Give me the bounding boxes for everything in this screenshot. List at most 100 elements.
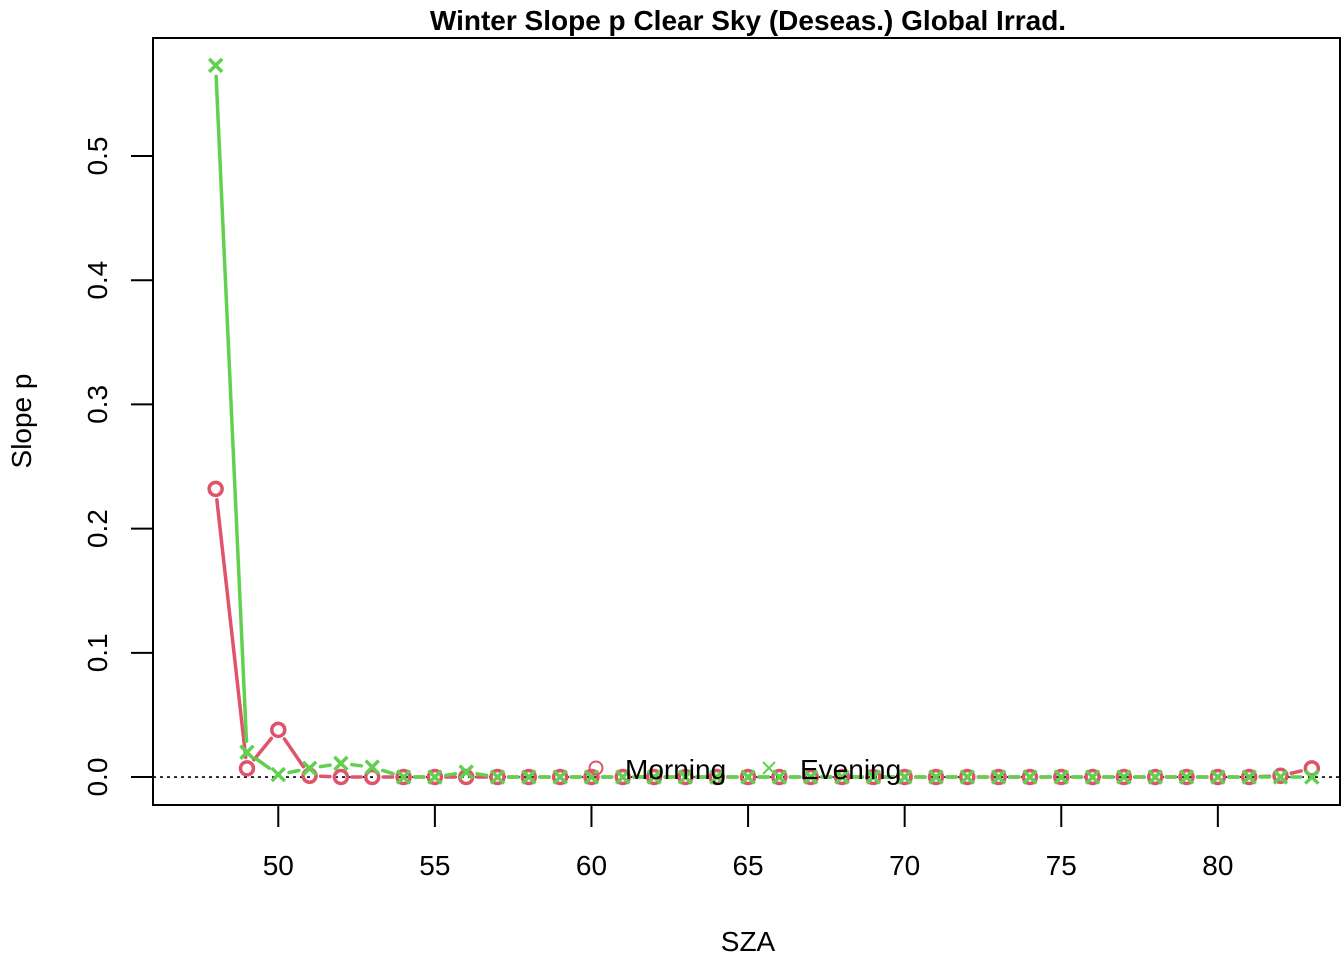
series-morning-point bbox=[551, 768, 569, 786]
x-axis: 50 55 60 65 70 75 80 bbox=[263, 804, 1233, 881]
series-evening-point bbox=[802, 769, 819, 785]
x-tick-label: 55 bbox=[419, 850, 450, 881]
series-evening-point bbox=[521, 769, 537, 785]
plot-frame bbox=[152, 37, 1341, 806]
series-evening-point bbox=[959, 769, 976, 785]
series-evening-point bbox=[896, 769, 913, 785]
series-morning-point bbox=[896, 768, 913, 786]
series-morning-point bbox=[708, 768, 725, 786]
series-evening-segment bbox=[443, 772, 458, 778]
series-morning-point bbox=[1146, 768, 1164, 786]
legend-evening-marker bbox=[762, 761, 776, 775]
series-evening-point bbox=[458, 764, 474, 780]
x-tick-label: 50 bbox=[263, 850, 294, 881]
chart-title: Winter Slope p Clear Sky (Deseas.) Globa… bbox=[430, 5, 1066, 36]
series-morning-point bbox=[677, 768, 694, 786]
series-evening-segment bbox=[380, 768, 395, 776]
series-morning-point bbox=[395, 768, 412, 786]
y-tick-label: 0.5 bbox=[82, 137, 113, 176]
series-evening-point bbox=[395, 769, 412, 785]
series-evening-point bbox=[239, 744, 255, 760]
series-morning-point bbox=[739, 768, 757, 786]
series-evening-point bbox=[333, 755, 349, 772]
legend-evening: Evening bbox=[762, 754, 901, 785]
x-tick-label: 65 bbox=[732, 850, 763, 881]
x-tick-label: 80 bbox=[1202, 850, 1233, 881]
series-evening-point bbox=[646, 769, 662, 785]
series-evening bbox=[207, 57, 1320, 785]
series-evening-point bbox=[740, 769, 756, 785]
series-evening-point bbox=[489, 769, 506, 785]
series-evening-point bbox=[1116, 769, 1132, 785]
series-morning-point bbox=[833, 768, 851, 786]
y-tick-label: 0.0 bbox=[82, 758, 113, 797]
series-morning-point bbox=[645, 768, 663, 786]
series-morning-point bbox=[1084, 768, 1101, 786]
series-morning-point bbox=[1240, 768, 1258, 786]
series-evening-point bbox=[207, 57, 224, 74]
series-morning-point bbox=[1115, 768, 1133, 786]
series-evening-segment bbox=[475, 772, 489, 778]
series-evening-point bbox=[615, 769, 631, 785]
series-evening-segment bbox=[214, 74, 249, 743]
y-tick-label: 0.2 bbox=[82, 509, 113, 548]
series-morning-point bbox=[1021, 768, 1039, 786]
y-axis: 0.0 0.1 0.2 0.3 0.4 0.5 bbox=[82, 137, 154, 797]
series-evening-segment bbox=[350, 762, 364, 768]
series-morning-point bbox=[865, 768, 882, 786]
legend-evening-label: Evening bbox=[800, 754, 901, 785]
series-morning-point bbox=[238, 760, 256, 777]
series-morning-point bbox=[270, 721, 287, 739]
series-morning-segment bbox=[215, 498, 248, 760]
legend-morning-label: Morning bbox=[625, 754, 726, 785]
series-morning-point bbox=[1178, 768, 1195, 786]
series-evening-point bbox=[1210, 769, 1226, 785]
series-evening-point bbox=[990, 769, 1007, 785]
series-evening-point bbox=[865, 769, 882, 785]
series-morning-point bbox=[1053, 768, 1070, 786]
series-evening-point bbox=[1178, 769, 1195, 785]
series-evening-point bbox=[928, 769, 944, 785]
x-axis-label: SZA bbox=[721, 926, 776, 957]
series-evening-point bbox=[427, 769, 443, 785]
series-morning-point bbox=[426, 768, 444, 786]
x-tick-label: 70 bbox=[889, 850, 920, 881]
series-morning-point bbox=[614, 768, 632, 786]
series-morning bbox=[207, 480, 1321, 786]
y-tick-label: 0.3 bbox=[82, 385, 113, 424]
series-evening-point bbox=[1304, 769, 1320, 785]
series-morning-segment bbox=[1289, 769, 1303, 776]
series-evening-point bbox=[1053, 769, 1069, 785]
series-morning-point bbox=[959, 768, 976, 786]
x-tick-label: 75 bbox=[1046, 850, 1077, 881]
y-tick-label: 0.4 bbox=[82, 261, 113, 300]
series-evening-point bbox=[270, 766, 287, 783]
series-morning-point bbox=[363, 768, 381, 786]
series-evening-segment bbox=[287, 768, 301, 775]
series-morning-point bbox=[802, 768, 819, 786]
series-evening-segment bbox=[254, 756, 272, 770]
series-evening-point bbox=[1022, 769, 1038, 785]
series-evening-point bbox=[301, 760, 318, 777]
series-evening-point bbox=[1147, 769, 1163, 785]
y-tick-label: 0.1 bbox=[82, 633, 113, 672]
series-evening-point bbox=[1241, 769, 1257, 785]
x-tick-label: 60 bbox=[576, 850, 607, 881]
series-morning-point bbox=[1209, 768, 1227, 786]
legend: Morning Evening bbox=[588, 754, 901, 785]
series-evening-point bbox=[709, 769, 725, 785]
legend-morning-marker bbox=[588, 760, 604, 776]
series-evening-point bbox=[1084, 769, 1101, 785]
series-evening-segment bbox=[318, 763, 332, 769]
series-evening-point bbox=[677, 769, 694, 785]
series-morning-point bbox=[520, 768, 538, 786]
legend-morning: Morning bbox=[588, 754, 726, 785]
series-evening-point bbox=[552, 769, 568, 785]
series-evening-point bbox=[834, 769, 850, 785]
series-evening-point bbox=[583, 769, 600, 785]
series-morning-point bbox=[583, 768, 600, 786]
series-morning-point bbox=[332, 768, 350, 786]
series-layer bbox=[207, 57, 1321, 786]
series-morning-point bbox=[207, 480, 224, 498]
